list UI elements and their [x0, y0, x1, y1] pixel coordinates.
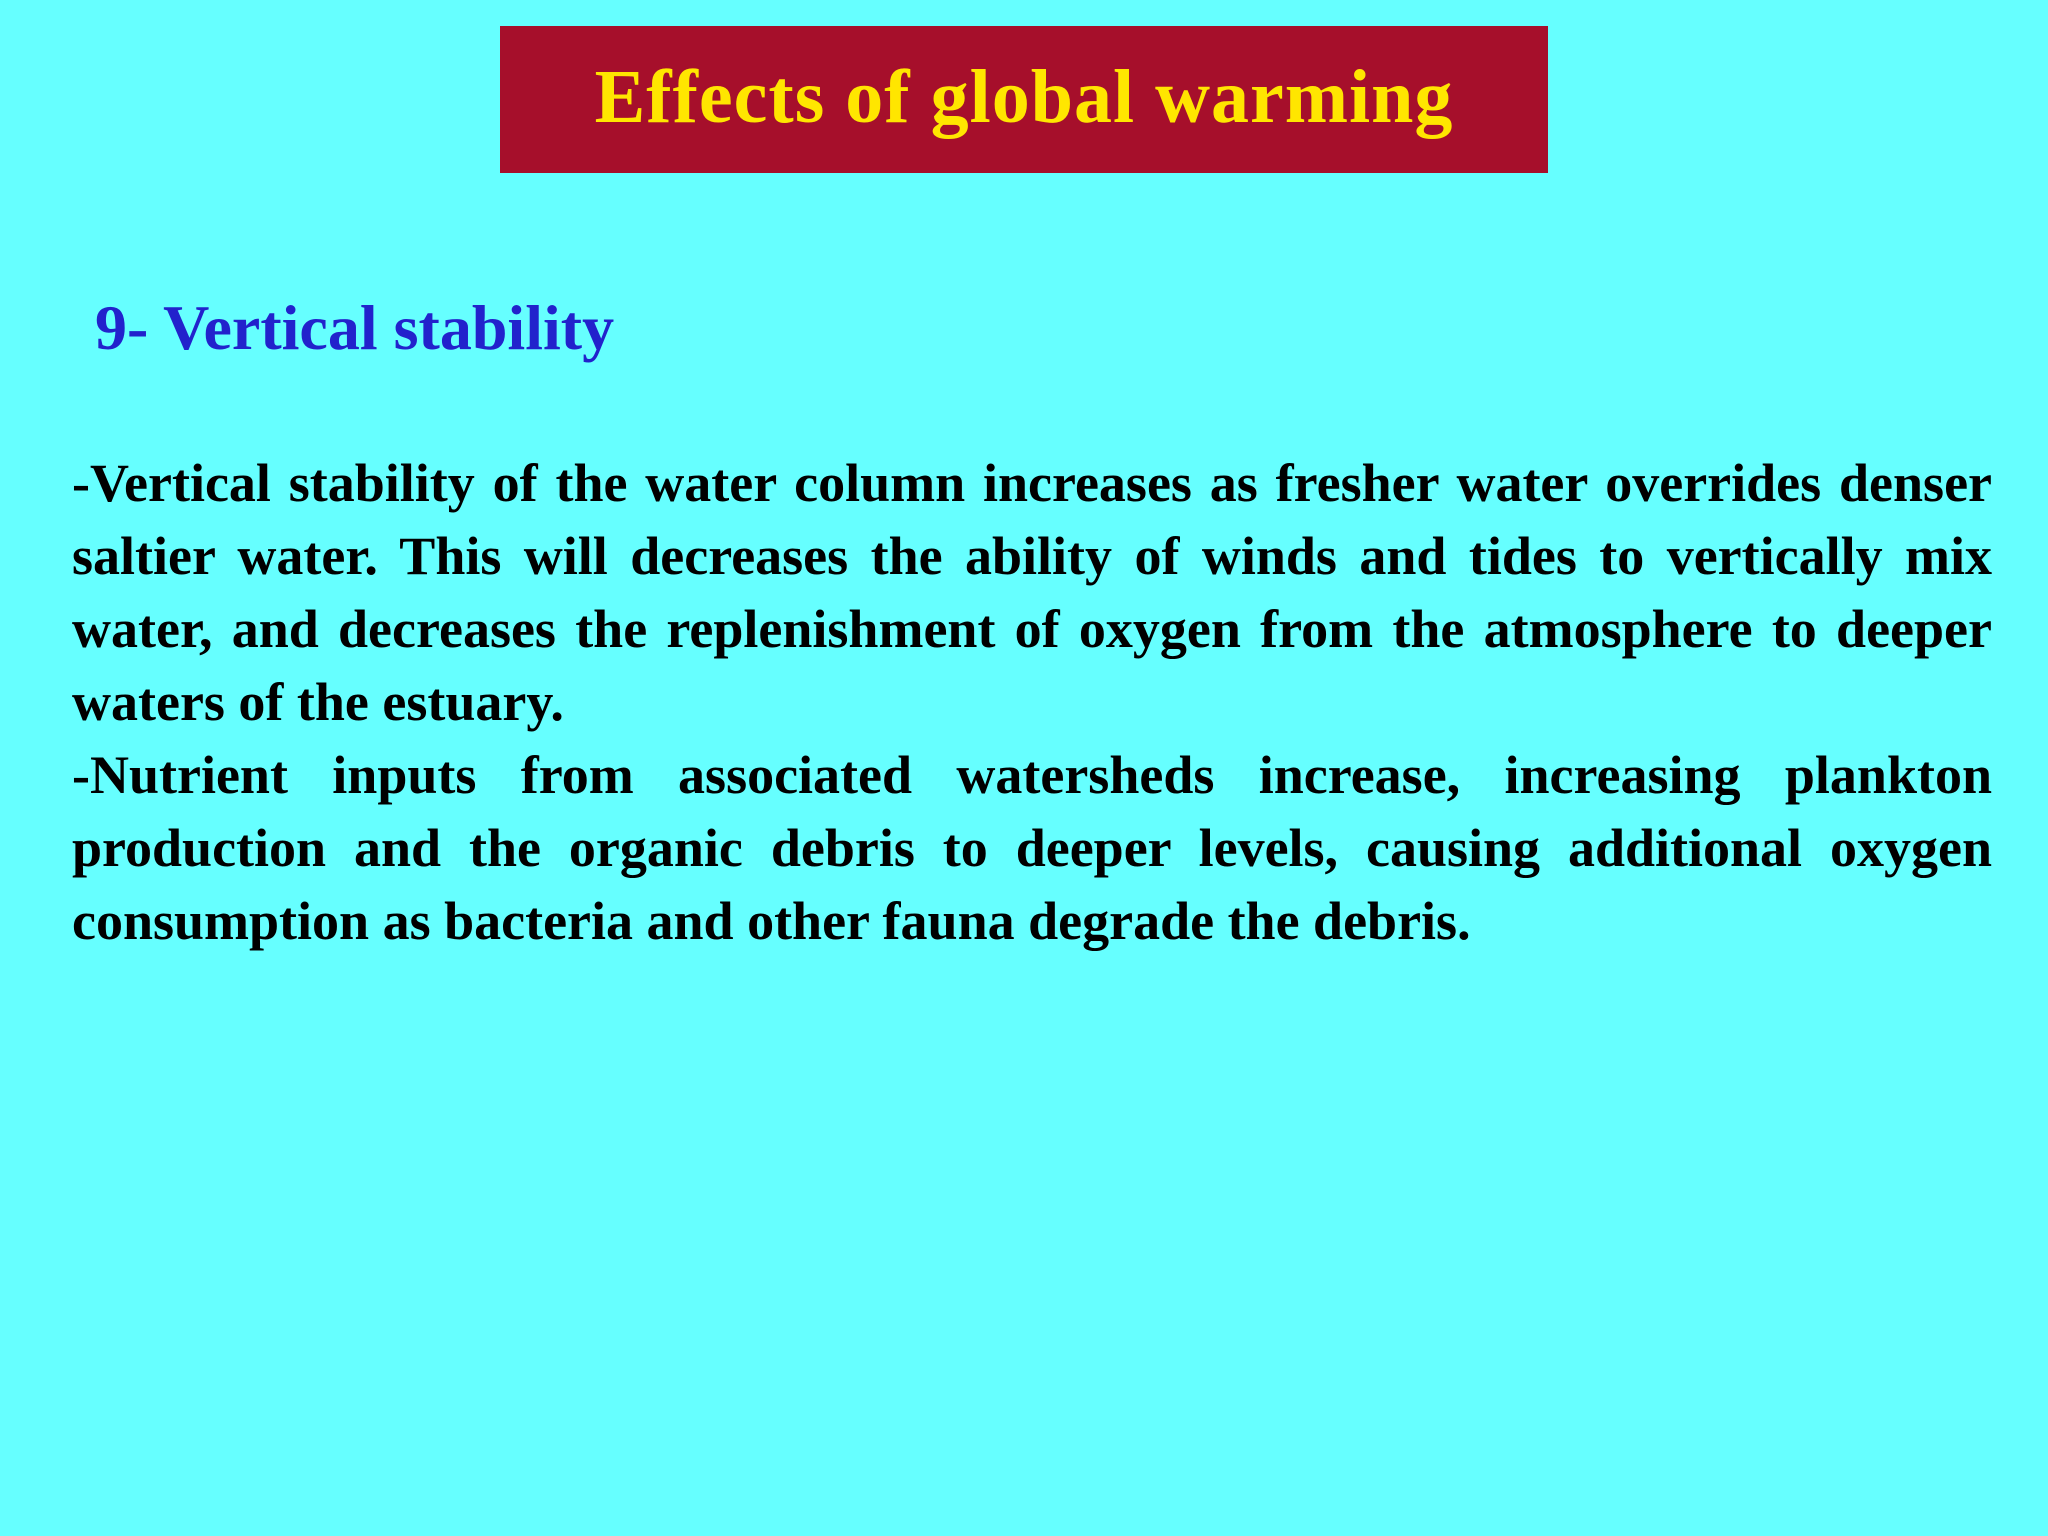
- body-text-block: -Vertical stability of the water column …: [0, 447, 2048, 958]
- section-heading: 9- Vertical stability: [95, 292, 615, 363]
- paragraph-nutrient-inputs: -Nutrient inputs from associated watersh…: [72, 745, 1992, 951]
- paragraph-vertical-stability: -Vertical stability of the water column …: [72, 453, 1992, 732]
- slide-title: Effects of global warming: [594, 55, 1454, 139]
- title-banner: Effects of global warming: [499, 26, 1549, 173]
